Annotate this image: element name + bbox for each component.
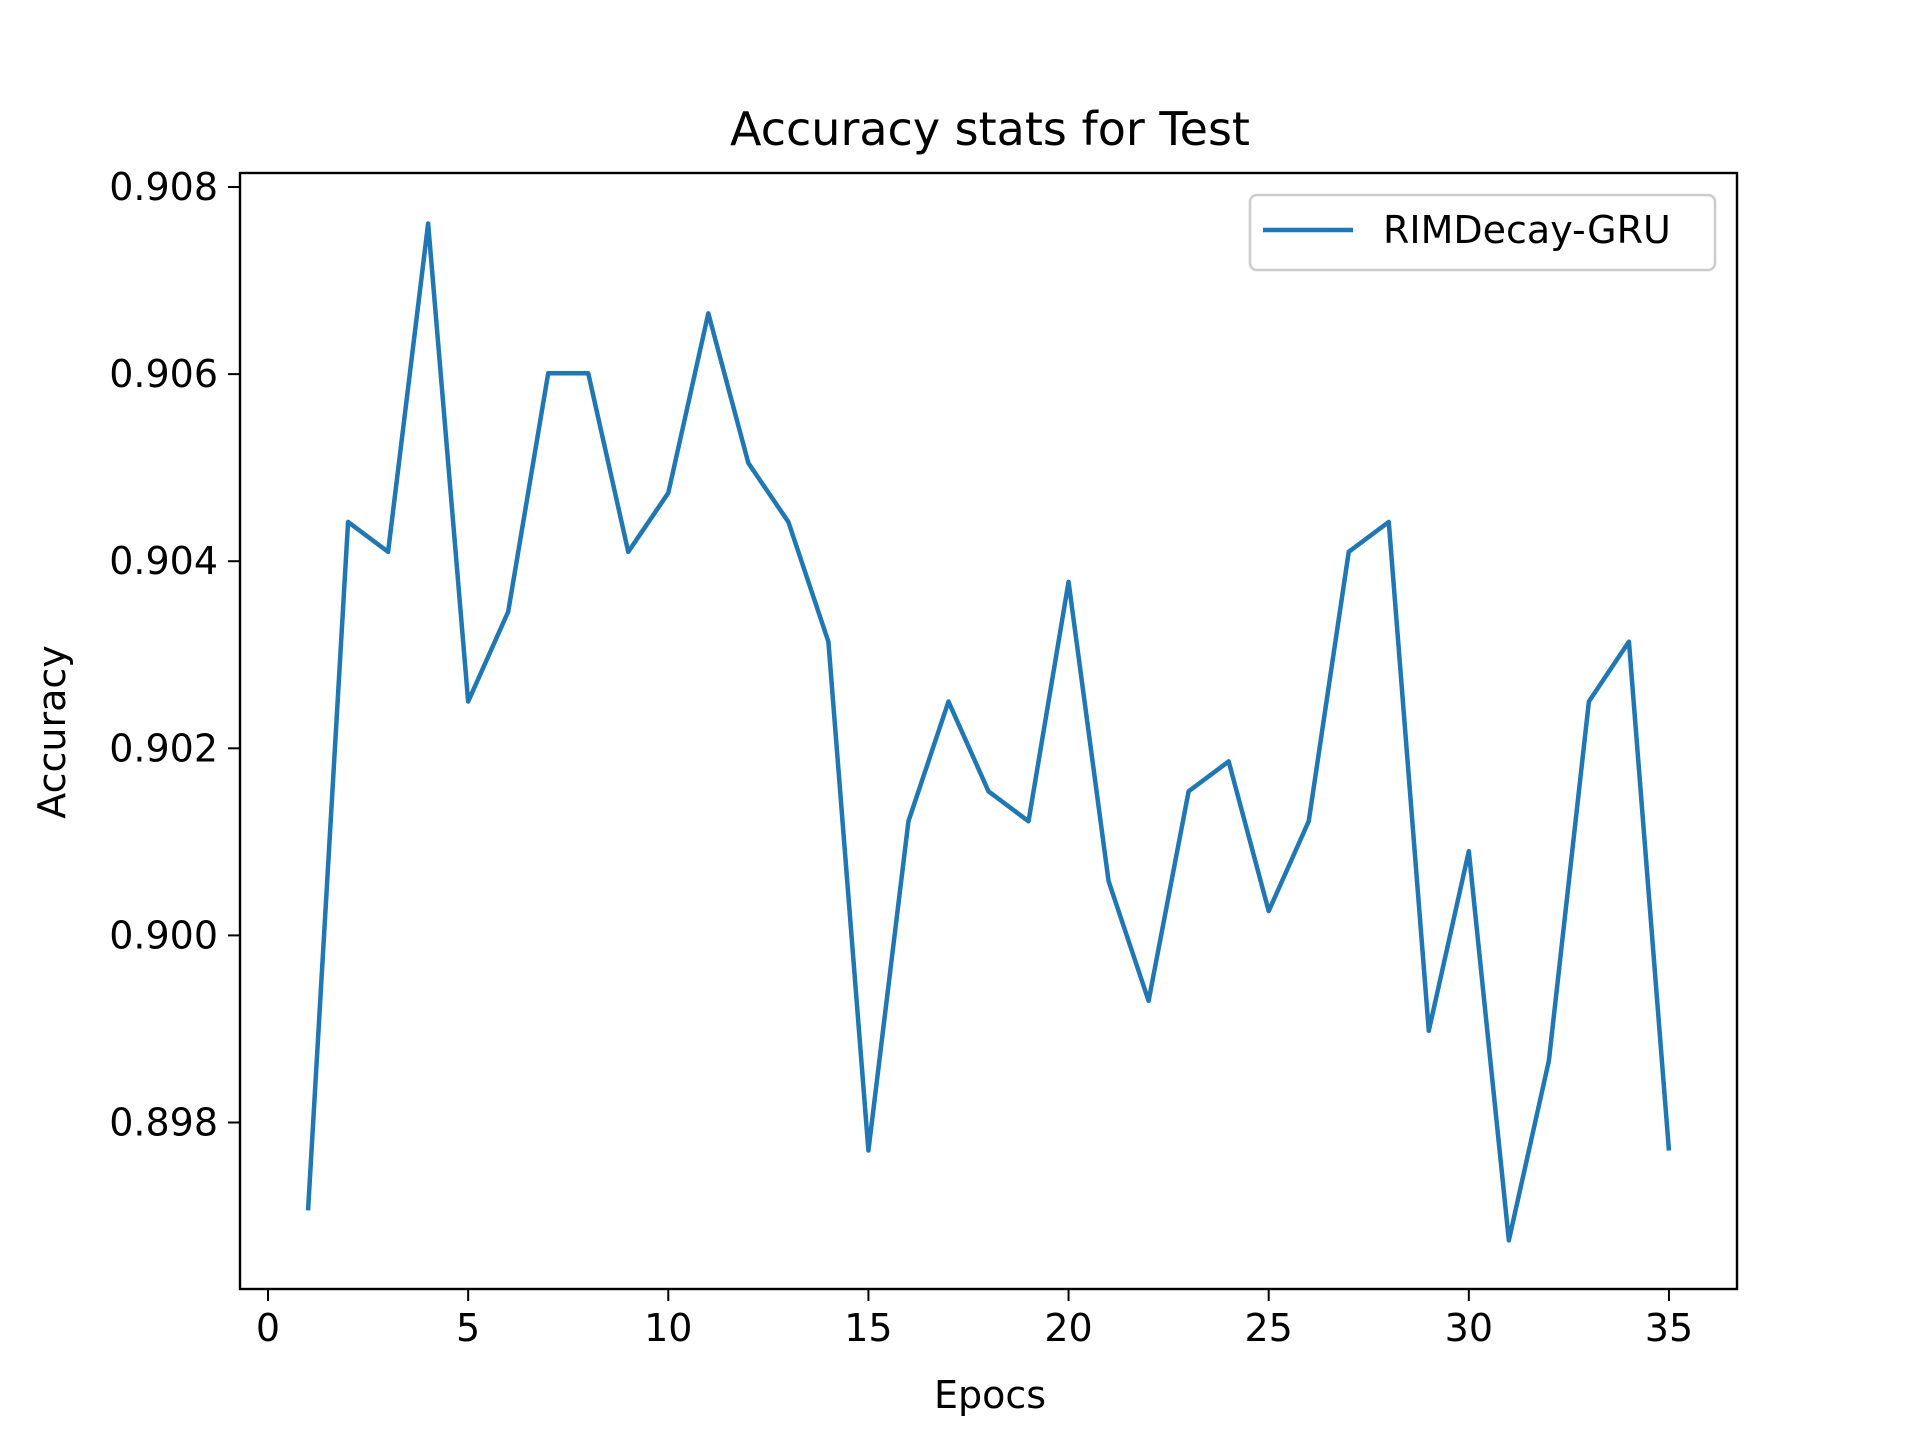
x-tick-label: 30 (1445, 1306, 1493, 1350)
x-tick-label: 15 (844, 1306, 892, 1350)
y-tick-label: 0.904 (109, 539, 218, 583)
y-tick-label: 0.902 (109, 726, 218, 770)
x-axis-label: Epocs (934, 1373, 1046, 1417)
x-tick-label: 5 (456, 1306, 480, 1350)
x-tick-label: 10 (644, 1306, 692, 1350)
plot-area-frame (238, 171, 1739, 1291)
series-line-0 (305, 221, 1672, 1243)
legend-box (1248, 193, 1717, 272)
legend-entry-label: RIMDecay-GRU (1383, 208, 1671, 252)
chart-title: Accuracy stats for Test (730, 102, 1250, 156)
y-tick-label: 0.898 (109, 1100, 218, 1144)
y-tick-label: 0.900 (109, 913, 218, 957)
x-tick-label: 25 (1245, 1306, 1293, 1350)
x-tick-label: 20 (1044, 1306, 1092, 1350)
y-tick-label: 0.906 (109, 352, 218, 396)
legend: RIMDecay-GRU (1248, 193, 1717, 272)
y-axis-label: Accuracy (30, 645, 74, 819)
y-axis-ticks: 0.898 0.900 0.902 0.904 0.906 0.908 (109, 165, 240, 1144)
series-layer (305, 221, 1672, 1243)
x-tick-label: 35 (1645, 1306, 1693, 1350)
x-tick-label: 0 (256, 1306, 280, 1350)
y-tick-label: 0.908 (109, 165, 218, 209)
x-axis-ticks: 0 5 10 15 20 25 30 35 (256, 1289, 1693, 1350)
